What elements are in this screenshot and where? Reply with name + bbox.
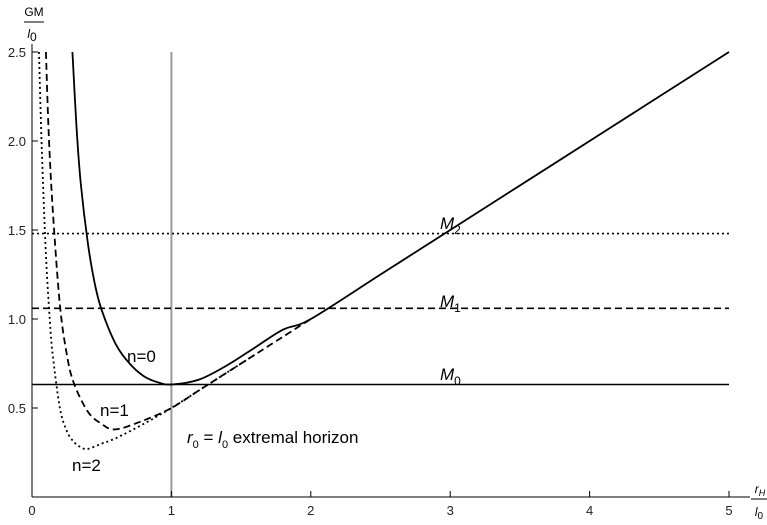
y-tick-label: 2.5 <box>8 45 26 60</box>
y-tick-label: 1.0 <box>8 312 26 327</box>
y-tick-label: 0.5 <box>8 401 26 416</box>
x-tick-label: 4 <box>586 503 593 518</box>
x-tick-label: 3 <box>447 503 454 518</box>
curve-n1 <box>45 51 312 431</box>
mass-label-m1: M1 <box>440 292 461 315</box>
y-axis-label-denominator: l0 <box>27 27 37 44</box>
mass-label-m2: M2 <box>440 214 461 237</box>
x-tick-label: 0 <box>28 503 35 518</box>
curve-n0 <box>71 51 730 386</box>
series-label-n2: n=2 <box>72 456 101 475</box>
y-tick-label: 1.5 <box>8 223 26 238</box>
x-tick-label: 2 <box>307 503 314 518</box>
x-tick-label: 5 <box>725 503 732 518</box>
y-axis-label-numerator: GM <box>24 5 43 19</box>
curve-n2 <box>38 51 256 450</box>
x-axis-label-denominator: l0 <box>755 505 764 522</box>
y-tick-label: 2.0 <box>8 134 26 149</box>
series-label-n1: n=1 <box>100 401 129 420</box>
series-label-n0: n=0 <box>127 347 156 366</box>
y-axis-label: GM l0 <box>24 5 44 44</box>
x-tick-label: 1 <box>168 503 175 518</box>
mass-label-m0: M0 <box>440 365 461 388</box>
extremal-horizon-annotation: r0 = l0 extremal horizon <box>187 428 358 451</box>
x-axis-label-numerator: rH <box>755 482 766 498</box>
x-axis-label: rH l0 <box>751 482 767 522</box>
ticks: 0 1 2 3 4 5 0.5 1.0 1.5 2.0 2.5 <box>8 45 733 518</box>
curves <box>38 51 730 450</box>
